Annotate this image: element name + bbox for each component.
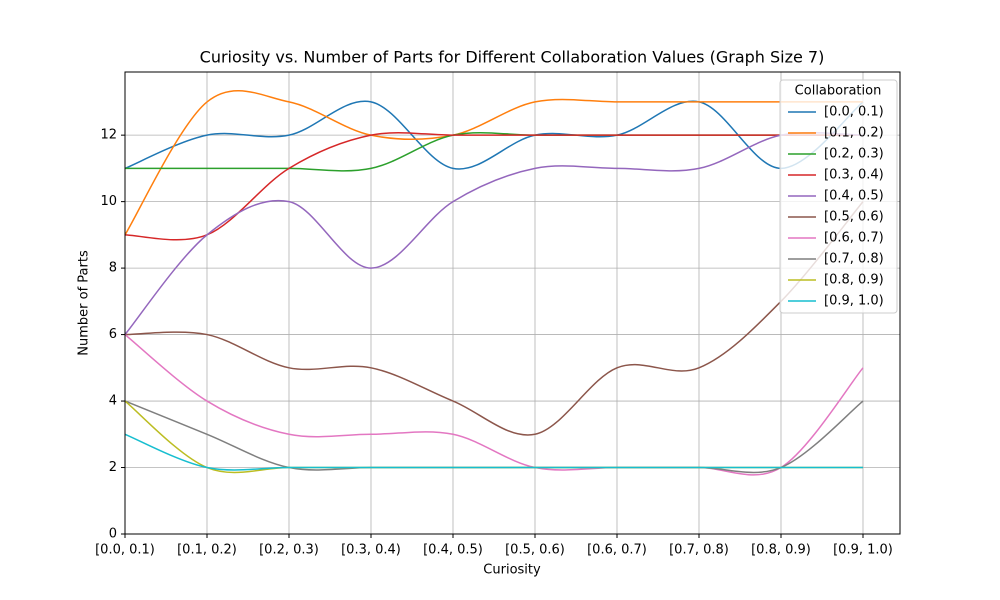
x-tick-label: [0.2, 0.3) xyxy=(259,543,319,558)
x-axis-label: Curiosity xyxy=(483,563,541,578)
x-tick-label: [0.8, 0.9) xyxy=(751,543,811,558)
y-tick-label: 0 xyxy=(109,527,117,542)
series-line xyxy=(124,433,863,471)
plot-frame xyxy=(124,71,901,535)
x-tick-label: [0.6, 0.7) xyxy=(587,543,647,558)
legend-label: [0.3, 0.4) xyxy=(824,168,884,183)
legend-label: [0.5, 0.6) xyxy=(824,210,884,225)
series-line xyxy=(124,201,864,436)
series-line xyxy=(124,333,864,476)
x-tick-label: [0.3, 0.4) xyxy=(341,543,401,558)
x-tick-label: [0.9, 1.0) xyxy=(833,543,893,558)
legend-title: Collaboration xyxy=(795,84,882,99)
series-line xyxy=(124,400,863,474)
legend-label: [0.1, 0.2) xyxy=(824,126,884,141)
y-tick-label: 12 xyxy=(100,128,117,143)
legend-label: [0.2, 0.3) xyxy=(824,147,884,162)
y-tick-label: 10 xyxy=(100,194,117,209)
x-tick-label: [0.4, 0.5) xyxy=(423,543,483,558)
x-tick-label: [0.1, 0.2) xyxy=(177,543,237,558)
series-line xyxy=(124,89,863,236)
chart-title: Curiosity vs. Number of Parts for Differ… xyxy=(200,48,825,67)
series-line xyxy=(124,131,863,241)
y-tick-label: 6 xyxy=(109,327,117,342)
legend-label: [0.6, 0.7) xyxy=(824,231,884,246)
series-line xyxy=(124,131,864,336)
y-tick-label: 4 xyxy=(109,394,117,409)
y-axis-label: Number of Parts xyxy=(77,250,92,356)
legend-label: [0.4, 0.5) xyxy=(824,189,884,204)
x-tick-label: [0.7, 0.8) xyxy=(669,543,729,558)
x-tick-label: [0.0, 0.1) xyxy=(95,543,155,558)
y-tick-label: 8 xyxy=(109,261,117,276)
legend-box xyxy=(779,79,898,314)
legend-label: [0.7, 0.8) xyxy=(824,252,884,267)
y-tick-label: 2 xyxy=(109,460,117,475)
legend-label: [0.8, 0.9) xyxy=(824,273,884,288)
x-tick-label: [0.5, 0.6) xyxy=(505,543,565,558)
series-line xyxy=(124,400,864,474)
legend-label: [0.0, 0.1) xyxy=(824,105,884,120)
legend-label: [0.9, 1.0) xyxy=(824,294,884,309)
